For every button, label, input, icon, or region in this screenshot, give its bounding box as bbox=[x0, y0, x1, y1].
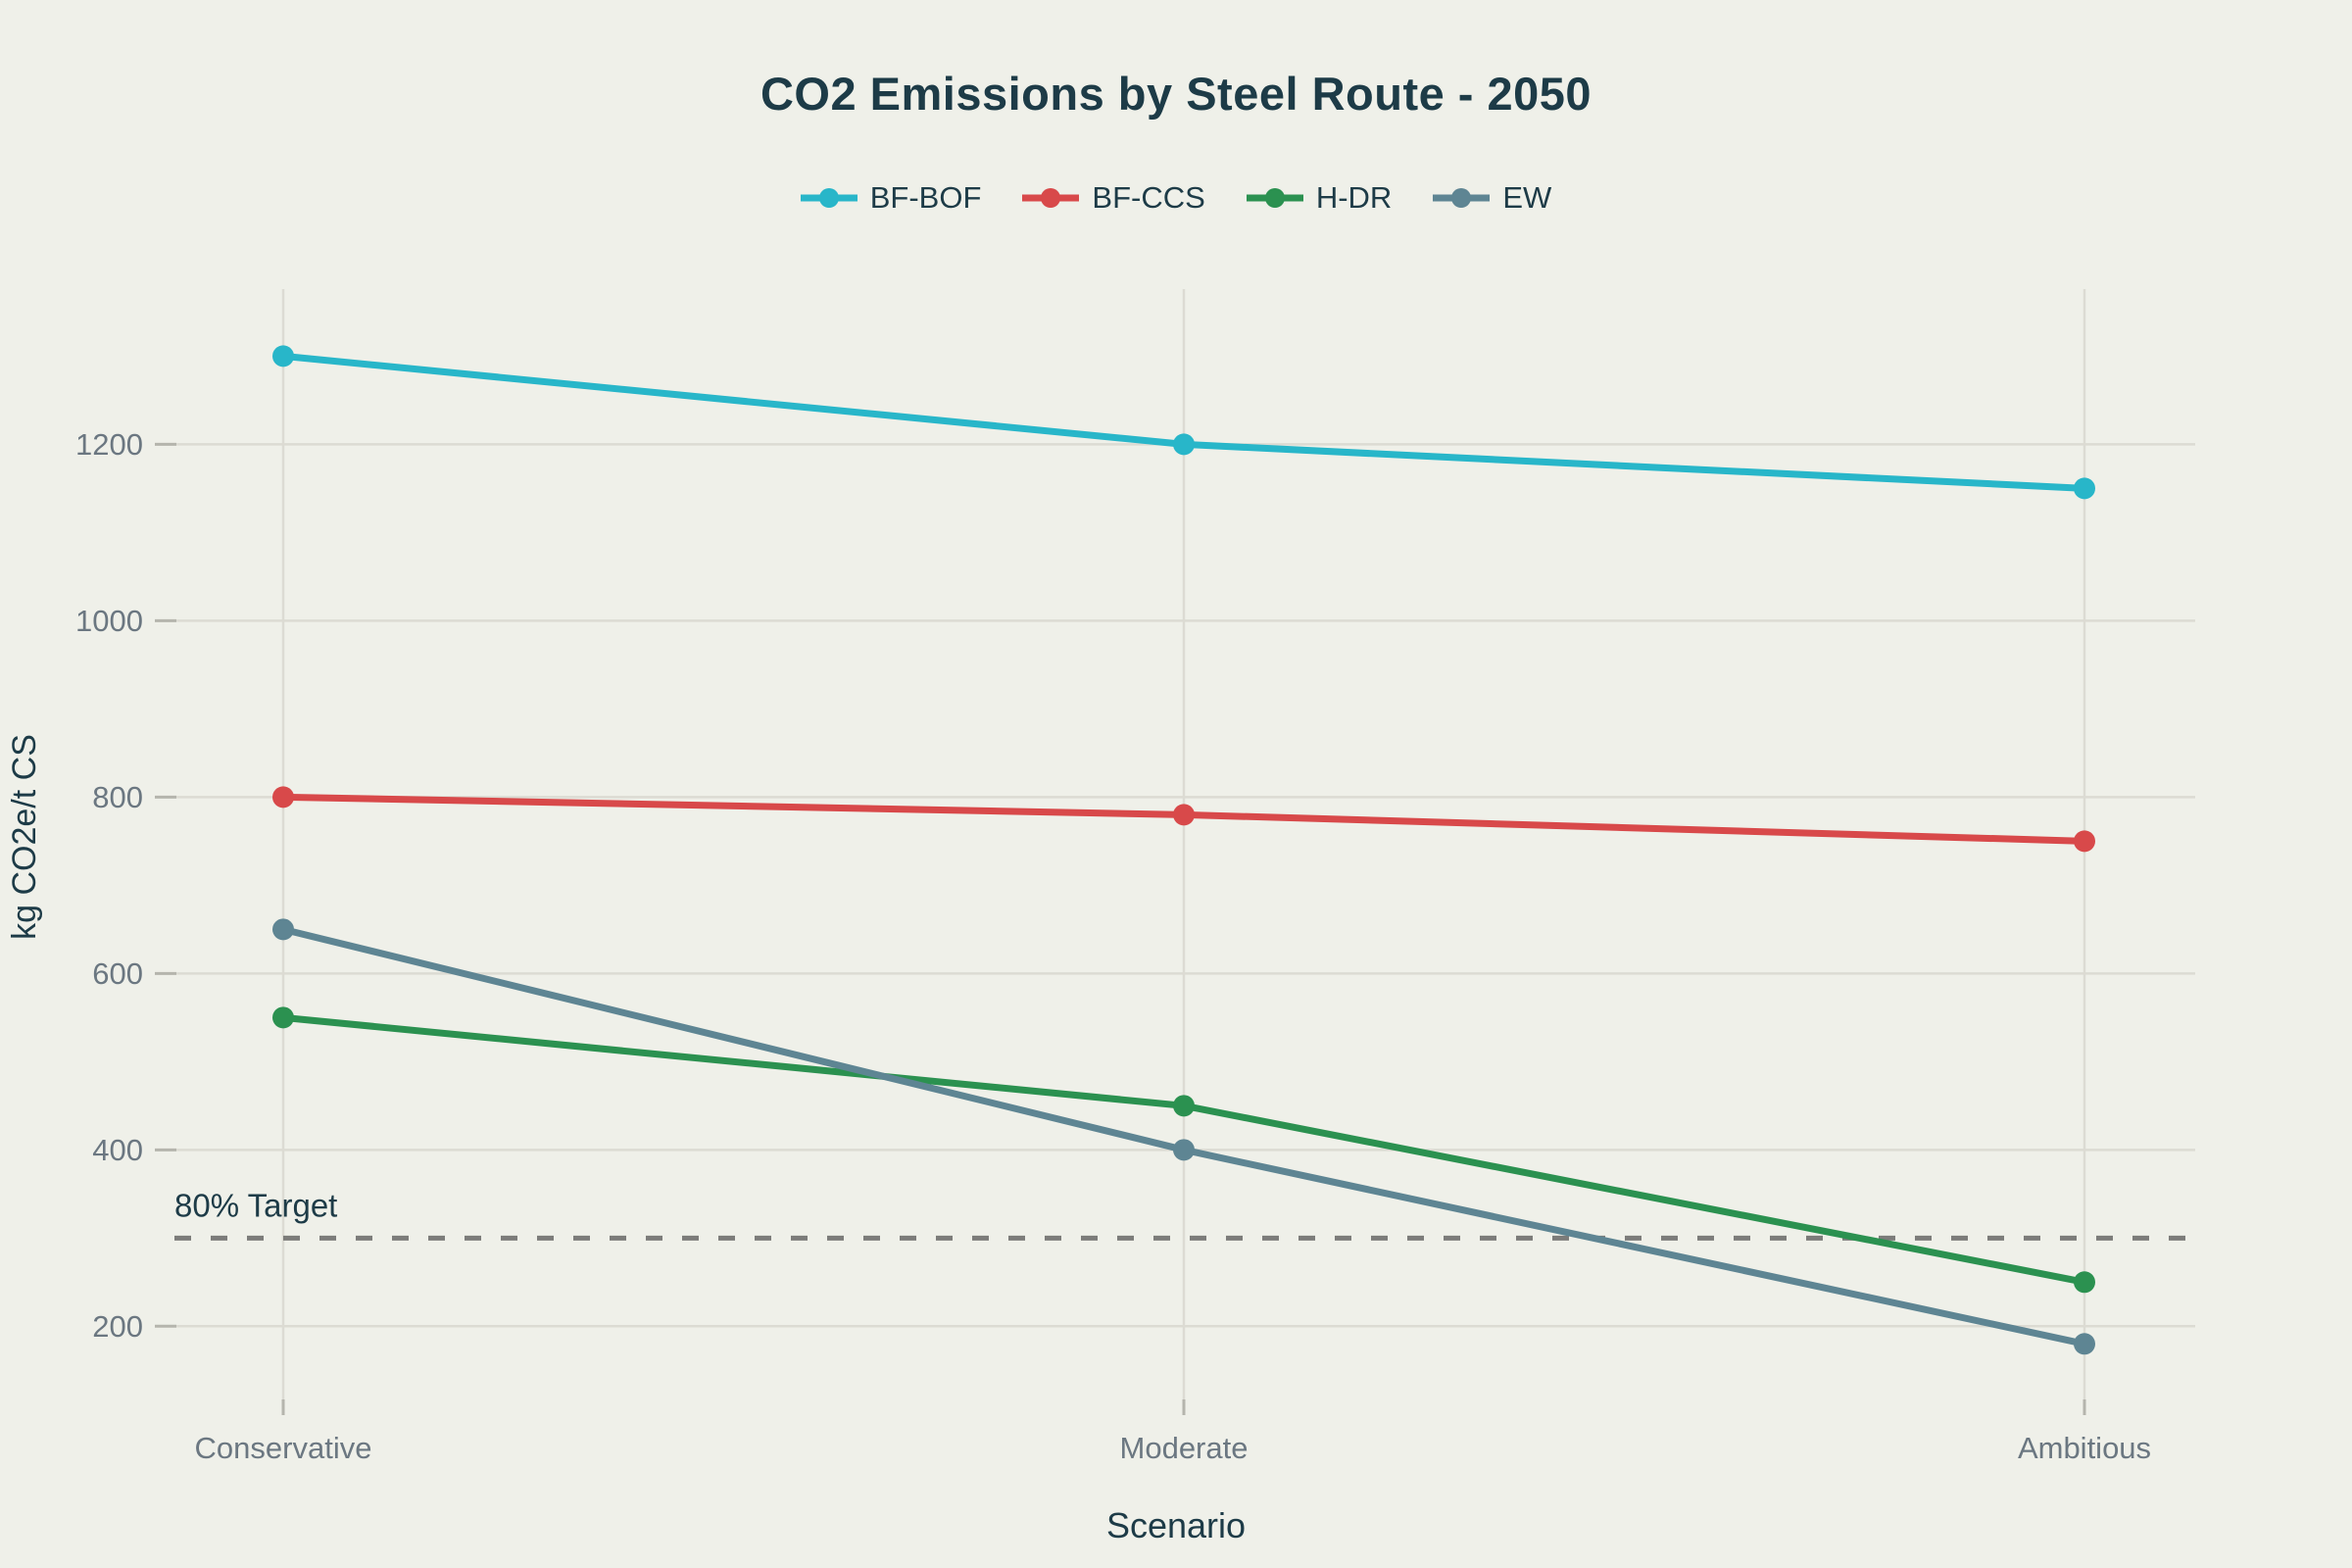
data-point-BF-CCS-Moderate[interactable] bbox=[1173, 804, 1195, 826]
y-tick-label: 600 bbox=[92, 956, 143, 991]
chart-title: CO2 Emissions by Steel Route - 2050 bbox=[760, 68, 1592, 120]
data-point-EW-Ambitious[interactable] bbox=[2074, 1333, 2095, 1355]
target-line-label: 80% Target bbox=[174, 1187, 337, 1223]
y-tick-label: 800 bbox=[92, 780, 143, 814]
legend-label: BF-BOF bbox=[869, 180, 982, 215]
legend-label: EW bbox=[1502, 180, 1552, 215]
legend-marker-icon bbox=[1022, 188, 1080, 208]
legend-marker-icon bbox=[800, 188, 858, 208]
y-tick-label: 200 bbox=[92, 1309, 143, 1344]
y-tick-label: 1200 bbox=[75, 427, 143, 462]
legend-item-EW[interactable]: EW bbox=[1433, 180, 1551, 216]
data-point-BF-CCS-Ambitious[interactable] bbox=[2074, 830, 2095, 853]
data-point-EW-Moderate[interactable] bbox=[1173, 1139, 1195, 1161]
legend-label: H-DR bbox=[1315, 180, 1393, 215]
y-tick-label: 400 bbox=[92, 1133, 143, 1167]
data-point-H-DR-Conservative[interactable] bbox=[272, 1006, 294, 1029]
data-point-BF-BOF-Ambitious[interactable] bbox=[2074, 477, 2095, 500]
legend-marker-icon bbox=[1433, 188, 1491, 208]
x-tick-label: Ambitious bbox=[2018, 1431, 2151, 1465]
data-point-H-DR-Moderate[interactable] bbox=[1173, 1095, 1195, 1117]
x-tick-label: Conservative bbox=[195, 1431, 372, 1465]
data-point-EW-Conservative[interactable] bbox=[272, 918, 294, 941]
data-point-BF-CCS-Conservative[interactable] bbox=[272, 786, 294, 808]
data-point-H-DR-Ambitious[interactable] bbox=[2074, 1271, 2095, 1294]
legend-item-BF-CCS[interactable]: BF-CCS bbox=[1022, 180, 1205, 216]
data-point-BF-BOF-Moderate[interactable] bbox=[1173, 433, 1195, 456]
legend-item-BF-BOF[interactable]: BF-BOF bbox=[800, 180, 982, 216]
legend-marker-icon bbox=[1246, 188, 1303, 208]
x-axis-title: Scenario bbox=[1105, 1505, 1247, 1545]
chart-legend: BF-BOF BF-CCS H-DR EW bbox=[0, 180, 2352, 216]
y-tick-label: 1000 bbox=[75, 604, 143, 638]
legend-label: BF-CCS bbox=[1092, 180, 1205, 215]
legend-item-H-DR[interactable]: H-DR bbox=[1246, 180, 1393, 216]
data-point-BF-BOF-Conservative[interactable] bbox=[272, 345, 294, 368]
x-tick-label: Moderate bbox=[1120, 1431, 1249, 1465]
